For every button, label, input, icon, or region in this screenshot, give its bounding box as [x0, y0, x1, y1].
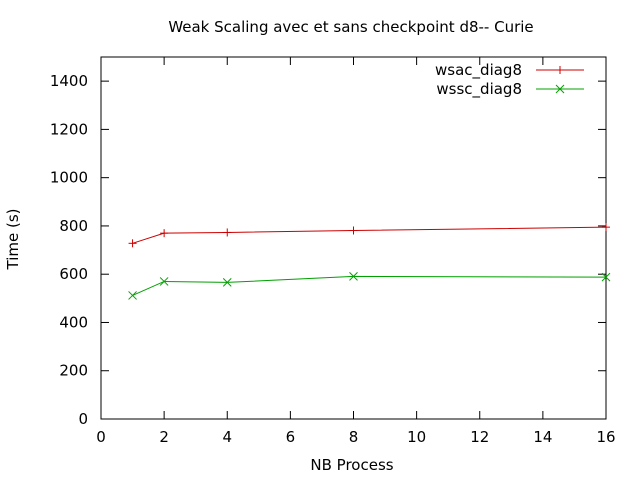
- x-tick-label: 0: [96, 428, 106, 446]
- y-tick-label: 1200: [50, 120, 88, 138]
- data-point: [349, 272, 358, 281]
- legend-label: wssc_diag8: [436, 80, 522, 99]
- series-wssc_diag8: [128, 272, 611, 300]
- y-tick-label: 400: [59, 313, 88, 331]
- y-tick-label: 600: [59, 265, 88, 283]
- data-point: [222, 278, 232, 287]
- data-point: [128, 239, 137, 248]
- data-point: [159, 277, 169, 286]
- x-tick-label: 14: [533, 428, 552, 446]
- legend-swatch-marker: [555, 84, 565, 94]
- data-point: [349, 226, 358, 235]
- legend-swatch-marker: [556, 66, 564, 74]
- data-point: [602, 223, 610, 232]
- x-tick-labels: 0 2 4 6 8 10 12 14 16: [96, 428, 615, 446]
- series-layer: [128, 223, 611, 300]
- x-tick-label: 16: [596, 428, 615, 446]
- y-tick-label: 1400: [50, 72, 88, 90]
- x-axis-label: NB Process: [310, 456, 393, 474]
- y-tick-label: 0: [78, 410, 88, 428]
- x-tick-label: 10: [407, 428, 426, 446]
- data-point: [223, 228, 232, 237]
- data-point: [601, 272, 611, 282]
- y-tick-label: 1000: [50, 169, 88, 187]
- x-tick-label: 4: [222, 428, 232, 446]
- series-line: [132, 275, 607, 296]
- x-tick-label: 2: [159, 428, 169, 446]
- y-tick-label: 800: [59, 217, 88, 235]
- data-point: [128, 291, 137, 300]
- tick-marks: [100, 57, 607, 420]
- legend-label: wsac_diag8: [435, 61, 522, 80]
- x-tick-label: 6: [286, 428, 296, 446]
- x-tick-label: 12: [470, 428, 489, 446]
- data-point: [160, 229, 169, 238]
- series-line: [132, 226, 607, 244]
- x-tick-label: 8: [349, 428, 359, 446]
- y-axis-label: Time (s): [4, 209, 22, 271]
- y-tick-label: 200: [59, 362, 88, 380]
- series-wsac_diag8: [128, 223, 610, 248]
- plot-frame: [100, 56, 607, 420]
- chart-title: Weak Scaling avec et sans checkpoint d8-…: [168, 18, 533, 36]
- y-tick-labels: 0 200 400 600 800 1000 1200 1400: [50, 72, 88, 428]
